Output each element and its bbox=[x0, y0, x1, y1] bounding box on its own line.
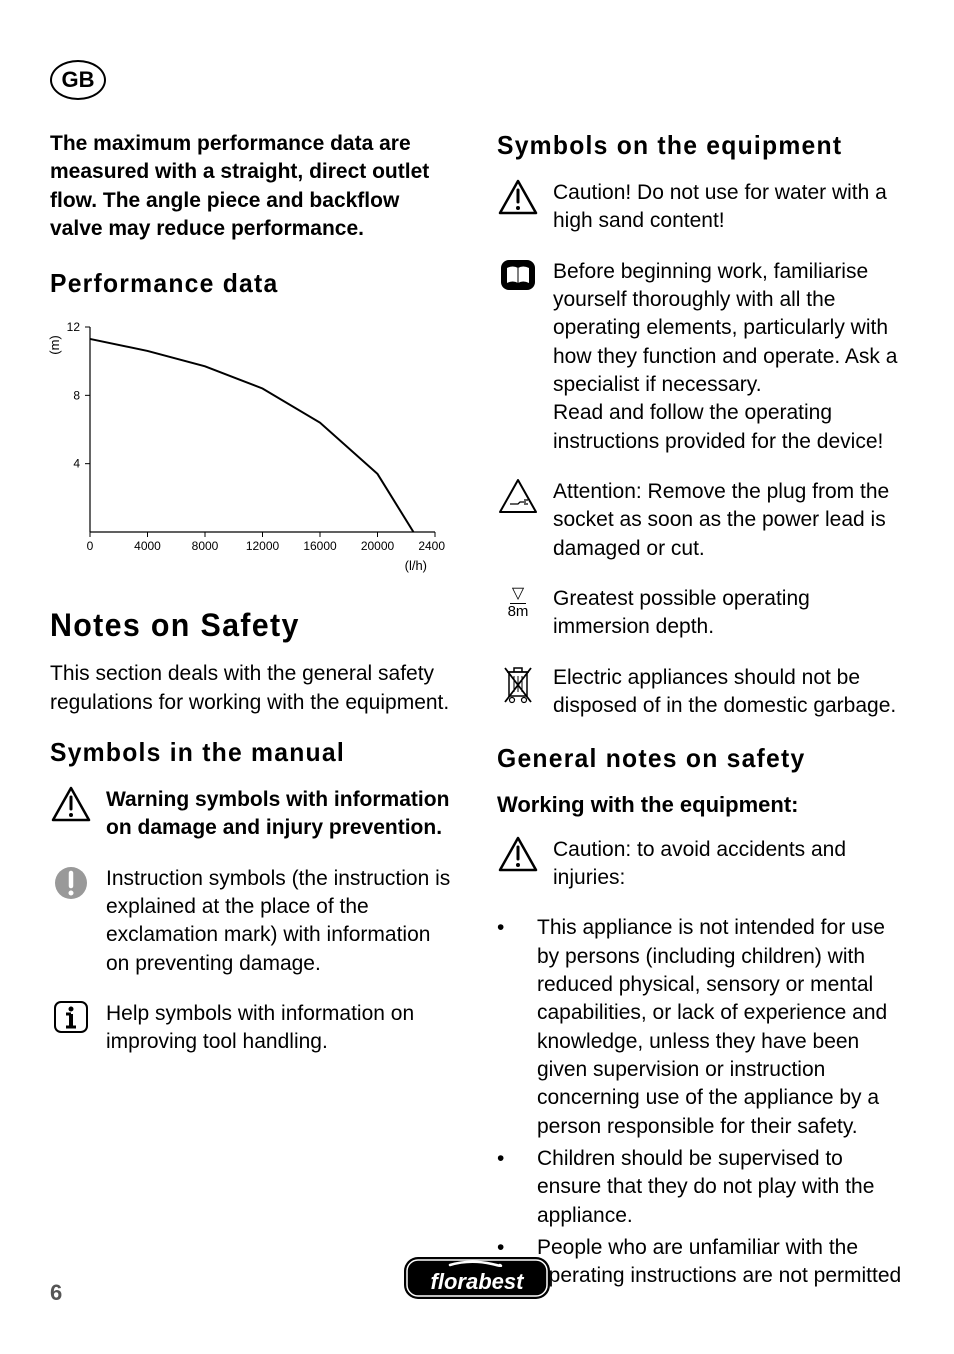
svg-text:8: 8 bbox=[73, 389, 80, 403]
svg-text:8000: 8000 bbox=[192, 539, 219, 553]
notes-body: This section deals with the general safe… bbox=[50, 660, 457, 717]
warning-symbol-block: Warning symbols with information on dama… bbox=[50, 786, 457, 843]
svg-text:4000: 4000 bbox=[134, 539, 161, 553]
svg-text:24000: 24000 bbox=[418, 539, 445, 553]
caution-accidents-text: Caution: to avoid accidents and injuries… bbox=[553, 836, 904, 893]
list-item: This appliance is not intended for use b… bbox=[497, 914, 904, 1141]
info-box-icon bbox=[50, 1000, 92, 1034]
warning-symbol-text: Warning symbols with information on dama… bbox=[106, 786, 457, 843]
warning-triangle-icon bbox=[50, 786, 92, 822]
performance-chart: 4 8 12 0 4000 8000 12000 16000 20000 24000 (m) (l/h… bbox=[45, 317, 457, 582]
warning-triangle-icon bbox=[497, 179, 539, 215]
svg-text:12000: 12000 bbox=[246, 539, 280, 553]
svg-text:12: 12 bbox=[67, 320, 81, 334]
list-item: Children should be supervised to ensure … bbox=[497, 1145, 904, 1230]
symbols-manual-heading: Symbols in the manual bbox=[50, 737, 437, 768]
region-badge: GB bbox=[50, 60, 106, 100]
caution-accidents-block: Caution: to avoid accidents and injuries… bbox=[497, 836, 904, 893]
weee-text: Electric appliances should not be dispos… bbox=[553, 664, 904, 721]
help-symbol-block: Help symbols with information on improvi… bbox=[50, 1000, 457, 1057]
svg-text:(l/h): (l/h) bbox=[405, 558, 427, 573]
notes-safety-heading: Notes on Safety bbox=[50, 607, 437, 644]
instruction-symbol-block: Instruction symbols (the instruction is … bbox=[50, 865, 457, 978]
manual-text: Before beginning work, familiarise yours… bbox=[553, 258, 904, 456]
manual-book-icon bbox=[497, 258, 539, 292]
caution-sand-block: Caution! Do not use for water with a hig… bbox=[497, 179, 904, 236]
svg-text:16000: 16000 bbox=[303, 539, 337, 553]
exclamation-circle-icon bbox=[50, 865, 92, 901]
left-column: The maximum performance data are measure… bbox=[50, 130, 457, 1295]
warning-triangle-icon bbox=[497, 836, 539, 872]
symbols-equipment-heading: Symbols on the equipment bbox=[497, 130, 884, 161]
svg-text:4: 4 bbox=[73, 457, 80, 471]
plug-block: Attention: Remove the plug from the sock… bbox=[497, 478, 904, 563]
content-columns: The maximum performance data are measure… bbox=[50, 130, 904, 1295]
florabest-logo: florabest bbox=[402, 1255, 552, 1306]
plug-triangle-icon bbox=[497, 478, 539, 514]
manual-block: Before beginning work, familiarise yours… bbox=[497, 258, 904, 456]
svg-text:20000: 20000 bbox=[361, 539, 395, 553]
working-equipment-heading: Working with the equipment: bbox=[497, 792, 904, 818]
depth-icon: ▽8m bbox=[497, 585, 539, 620]
safety-bullet-list: This appliance is not intended for use b… bbox=[497, 914, 904, 1290]
weee-block: Electric appliances should not be dispos… bbox=[497, 664, 904, 721]
svg-text:(m): (m) bbox=[47, 336, 62, 356]
plug-text: Attention: Remove the plug from the sock… bbox=[553, 478, 904, 563]
right-column: Symbols on the equipment Caution! Do not… bbox=[497, 130, 904, 1295]
help-symbol-text: Help symbols with information on improvi… bbox=[106, 1000, 457, 1057]
page-number: 6 bbox=[50, 1280, 62, 1306]
svg-text:0: 0 bbox=[87, 539, 94, 553]
intro-paragraph: The maximum performance data are measure… bbox=[50, 130, 457, 243]
depth-label: 8m bbox=[508, 603, 529, 620]
crossed-bin-icon bbox=[497, 664, 539, 706]
svg-text:florabest: florabest bbox=[431, 1269, 526, 1294]
list-item: People who are unfamiliar with the opera… bbox=[497, 1234, 904, 1291]
performance-heading: Performance data bbox=[50, 268, 437, 299]
caution-sand-text: Caution! Do not use for water with a hig… bbox=[553, 179, 904, 236]
instruction-symbol-text: Instruction symbols (the instruction is … bbox=[106, 865, 457, 978]
depth-block: ▽8m Greatest possible operating immersio… bbox=[497, 585, 904, 642]
general-notes-heading: General notes on safety bbox=[497, 743, 884, 774]
depth-text: Greatest possible operating immersion de… bbox=[553, 585, 904, 642]
